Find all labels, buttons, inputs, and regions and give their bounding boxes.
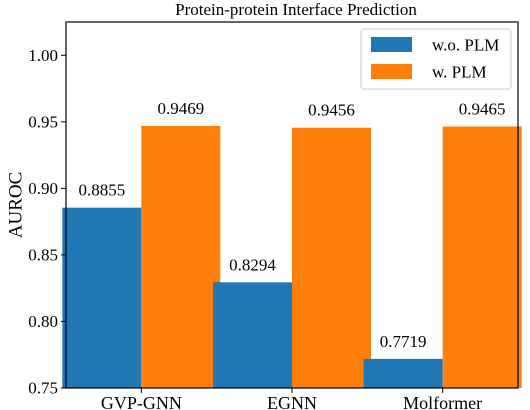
data-label: 0.8855 [78, 181, 125, 200]
x-tick-label: Molformer [403, 393, 482, 410]
bar-w-plm-egnn [292, 127, 371, 388]
y-tick-label: 0.75 [28, 379, 58, 398]
data-label: 0.7719 [380, 332, 427, 351]
legend-label: w. PLM [432, 63, 487, 82]
bar-w-plm-gvp-gnn [141, 125, 221, 388]
bar-w-o-plm-egnn [213, 282, 292, 388]
plot-frame [65, 21, 519, 389]
y-tick-label: 0.80 [28, 312, 58, 331]
y-tick-label: 1.00 [28, 46, 58, 65]
chart-title: Protein-protein Interface Prediction [175, 0, 417, 19]
legend-label: w.o. PLM [432, 36, 499, 55]
data-label: 0.9456 [308, 101, 355, 120]
data-labels-group: 0.8855 0.9469 0.8294 0.9456 0.7719 0.9465 [78, 99, 505, 351]
bar-w-o-plm-gvp-gnn [62, 207, 142, 388]
x-axis-ticks: GVP-GNN EGNN Molformer [101, 388, 482, 410]
x-tick-label: GVP-GNN [101, 393, 182, 410]
data-label: 0.9465 [459, 99, 506, 118]
data-label: 0.8294 [229, 255, 276, 274]
y-tick-label: 0.85 [28, 245, 58, 264]
y-tick-label: 0.90 [28, 179, 58, 198]
data-label: 0.9469 [157, 99, 204, 118]
legend-swatch [371, 37, 412, 52]
x-tick-label: EGNN [267, 393, 317, 410]
legend-swatch [371, 64, 412, 79]
bar-w-o-plm-molformer [363, 358, 443, 388]
y-tick-label: 0.95 [28, 112, 58, 131]
bar-w-plm-molformer [442, 126, 522, 388]
y-axis-label: AUROC [6, 172, 27, 239]
bars-group [62, 125, 522, 388]
legend: w.o. PLM w. PLM [360, 28, 512, 90]
y-axis-ticks: 0.75 0.80 0.85 0.90 0.95 1.00 [28, 46, 66, 398]
